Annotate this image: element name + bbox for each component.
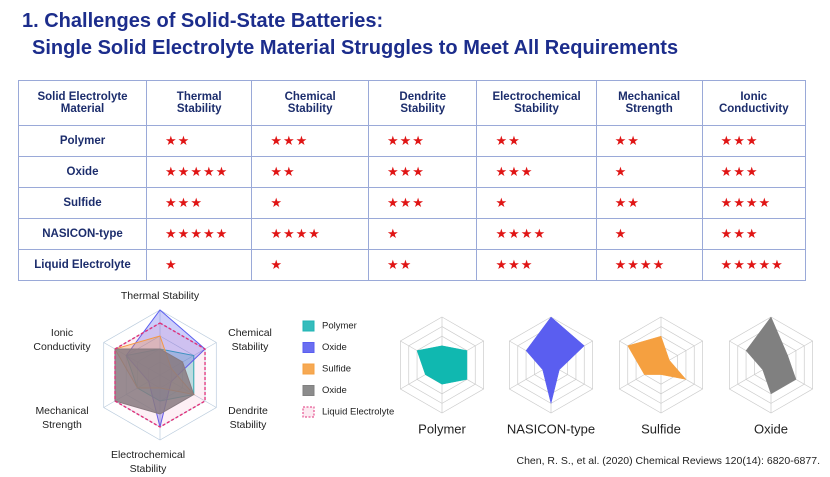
header-text: Solid Electrolyte — [37, 91, 128, 103]
star-rating: ★★ — [367, 249, 478, 281]
material-name: NASICON-type — [17, 218, 148, 250]
header-text: Chemical — [284, 91, 336, 103]
radar-name: NASICON-type — [507, 421, 595, 436]
star-rating: ★★★ — [701, 156, 807, 188]
table-row: Sulfide ★★★ ★ ★★★ ★ ★★ ★★★★ — [17, 187, 807, 219]
legend-swatch — [302, 406, 315, 418]
axis-label: Chemical — [228, 327, 272, 339]
star-rating: ★★★ — [701, 218, 807, 250]
axis-label: Stability — [232, 341, 270, 353]
axis-label: Stability — [230, 419, 268, 431]
table-row: NASICON-type ★★★★★ ★★★★ ★ ★★★★ ★ ★★★ — [17, 218, 807, 250]
legend-label: Polymer — [322, 321, 357, 332]
ratings-table: Solid Electrolyte Material Thermal Stabilit… — [17, 80, 807, 281]
header-text: Electrochemical — [492, 91, 581, 103]
star-rating: ★★★★ — [595, 249, 703, 281]
legend-label: Oxide — [322, 385, 347, 396]
star-rating: ★★★★★ — [701, 249, 807, 281]
column-header: Thermal Stability — [146, 80, 253, 126]
radar-shape — [745, 316, 797, 395]
material-name: Oxide — [17, 156, 148, 188]
star-rating: ★ — [367, 218, 478, 250]
title-line: 1. Challenges of Solid-State Batteries: — [22, 10, 384, 32]
radar-shape — [114, 322, 206, 428]
column-header: Mechanical Strength — [595, 80, 703, 126]
star-rating: ★★ — [146, 125, 253, 157]
radar-shape — [627, 335, 687, 380]
radar-area: Thermal Stability Chemical Stability Dendri… — [33, 290, 821, 475]
material-name: Sulfide — [17, 187, 148, 219]
star-rating: ★★ — [595, 187, 703, 219]
title-line: Single Solid Electrolyte Material Strugg… — [32, 37, 679, 59]
star-rating: ★★★ — [146, 187, 253, 219]
radar-shape — [416, 345, 468, 385]
star-rating: ★★★★★ — [146, 218, 253, 250]
star-rating: ★★★★ — [701, 187, 807, 219]
star-rating: ★★★ — [701, 125, 807, 157]
header-text: Ionic — [740, 91, 768, 103]
table-row: Oxide ★★★★★ ★★ ★★★ ★★★ ★ ★★★ — [17, 156, 807, 188]
title: 1. Challenges of Solid-State Batteries: S… — [22, 8, 678, 62]
star-rating: ★★ — [595, 125, 703, 157]
legend-label: Sulfide — [322, 364, 351, 375]
radar-name: Polymer — [418, 421, 466, 436]
star-rating: ★ — [251, 249, 369, 281]
star-rating: ★★ — [476, 125, 597, 157]
header-text: Stability — [176, 103, 222, 115]
citation: Chen, R. S., et al. (2020) Chemical Revi… — [517, 455, 821, 467]
star-rating: ★ — [146, 249, 253, 281]
header-text: Stability — [514, 103, 559, 115]
axis-label: Ionic — [51, 327, 73, 339]
material-name: Polymer — [17, 125, 148, 157]
star-rating: ★★★ — [251, 125, 369, 157]
header-text: Thermal — [176, 91, 222, 103]
column-header: Electrochemical Stability — [476, 80, 597, 126]
column-header: Solid Electrolyte Material — [17, 80, 148, 126]
radar-shape — [525, 316, 585, 404]
star-rating: ★ — [476, 187, 597, 219]
legend-swatch — [302, 342, 315, 353]
axis-label: Electrochemical — [111, 449, 185, 461]
axis-label: Mechanical — [35, 405, 88, 417]
header-text: Stability — [287, 103, 333, 115]
header-row: Solid Electrolyte Material Thermal Stabilit… — [17, 80, 807, 126]
legend-label: Oxide — [322, 342, 347, 353]
header-text: Stability — [400, 103, 446, 115]
star-rating: ★★★ — [476, 249, 597, 281]
star-rating: ★★★★★ — [146, 156, 253, 188]
star-rating: ★★★ — [367, 125, 478, 157]
column-header: Ionic Conductivity — [701, 80, 807, 126]
star-rating: ★ — [251, 187, 369, 219]
star-rating: ★★★★ — [476, 218, 597, 250]
header-text: Dendrite — [399, 91, 447, 103]
star-rating: ★★★★ — [251, 218, 369, 250]
header-text: Strength — [625, 103, 673, 115]
axis-label: Thermal Stability — [121, 290, 200, 302]
header-text: Conductivity — [718, 103, 789, 115]
table-row: Polymer ★★ ★★★ ★★★ ★★ ★★ ★★★ — [17, 125, 807, 157]
star-rating: ★★★ — [367, 156, 478, 188]
axis-label: Strength — [42, 419, 82, 431]
header-text: Material — [60, 103, 105, 115]
legend-swatch — [302, 363, 315, 375]
legend-swatch — [302, 320, 315, 332]
axis-label: Conductivity — [33, 341, 91, 353]
radar-name: Sulfide — [641, 421, 681, 436]
material-name: Liquid Electrolyte — [17, 249, 148, 281]
table-row: Liquid Electrolyte ★ ★ ★★ ★★★ ★★★★ ★★★★★ — [17, 249, 807, 281]
star-rating: ★★★ — [476, 156, 597, 188]
axis-label: Stability — [130, 463, 168, 475]
star-rating: ★★★ — [367, 187, 478, 219]
column-header: Dendrite Stability — [367, 80, 478, 126]
header-text: Mechanical — [618, 91, 681, 103]
legend-swatch — [302, 385, 315, 396]
star-rating: ★★ — [251, 156, 369, 188]
column-header: Chemical Stability — [251, 80, 369, 126]
radar-name: Oxide — [754, 421, 788, 436]
star-rating: ★ — [595, 156, 703, 188]
legend-label: Liquid Electrolyte — [322, 407, 394, 418]
star-rating: ★ — [595, 218, 703, 250]
axis-label: Dendrite — [228, 405, 268, 417]
